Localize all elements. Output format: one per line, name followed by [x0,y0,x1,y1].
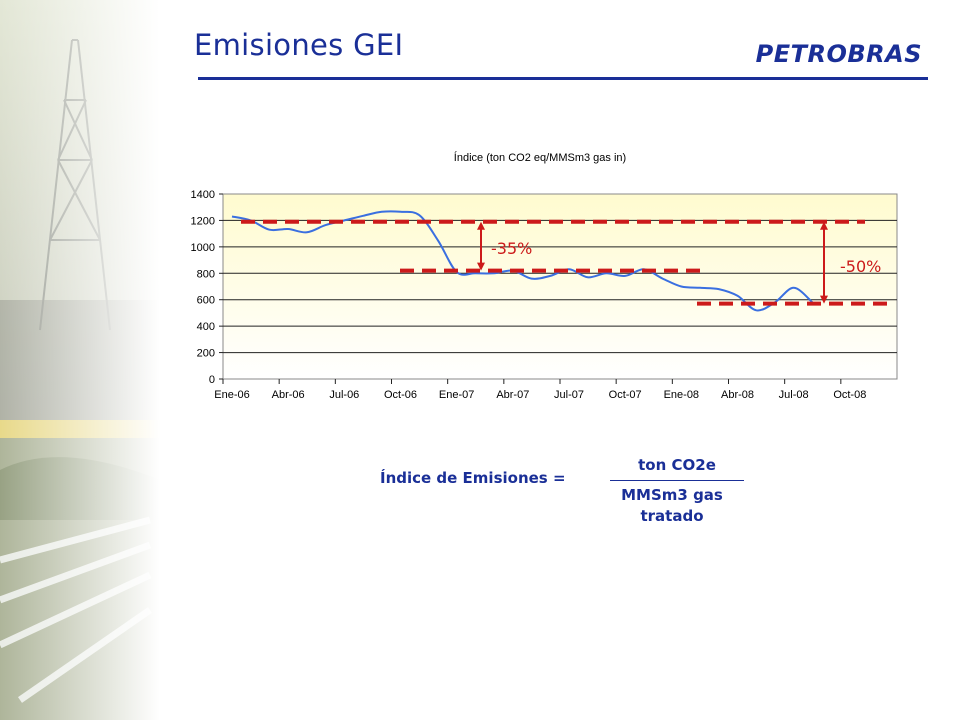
y-tick-label: 1400 [191,189,215,201]
petrobras-logo: PETROBRAS [755,40,922,68]
emissions-series-line [231,210,814,312]
title-underline [198,77,928,80]
fraction-bar [610,480,744,481]
oil-rig-photo [0,0,160,720]
y-axis: 0 200 400 600 800 1000 1200 1400 [191,189,223,386]
y-tick-label: 200 [197,348,215,360]
emissions-index-chart: Índice (ton CO2 eq/MMSm3 gas in) 0 200 400… [191,151,898,401]
x-tick-label: Ene-07 [439,389,474,401]
x-tick-label: Jul-06 [329,389,359,401]
emissions-formula: Índice de Emisiones = ton CO2e MMSm3 gas… [380,456,760,536]
x-tick-label: Ene-06 [214,389,249,401]
x-tick-label: Abr-06 [272,389,305,401]
x-tick-label: Ene-08 [664,389,699,401]
arrow-35-head-top [477,221,485,230]
y-tick-label: 1200 [191,215,215,227]
formula-denominator: MMSm3 gas tratado [602,485,742,527]
x-tick-label: Oct-07 [609,389,642,401]
arrow-50-head-bottom [820,295,828,304]
plot-area [222,193,898,380]
gridlines [223,219,897,354]
x-tick-label: Jul-08 [779,389,809,401]
x-tick-label: Abr-07 [496,389,529,401]
annotation-label-35: -35% [491,239,532,258]
y-tick-label: 400 [197,321,215,333]
annotations: -35% -50% [241,219,890,306]
formula-label: Índice de Emisiones = [380,469,566,487]
x-tick-label: Abr-08 [721,389,754,401]
x-axis: Ene-06 Abr-06 Jul-06 Oct-06 Ene-07 Abr-07 Jul-… [214,379,866,401]
y-tick-label: 0 [209,374,215,386]
formula-denominator-line1: MMSm3 gas [621,486,723,504]
slide-title: Emisiones GEI [194,28,404,62]
x-tick-label: Oct-08 [833,389,866,401]
arrow-35-head-bottom [477,262,485,271]
x-tick-label: Jul-07 [554,389,584,401]
chart-title: Índice (ton CO2 eq/MMSm3 gas in) [454,151,626,164]
y-tick-label: 1000 [191,242,215,254]
formula-denominator-line2: tratado [640,507,704,525]
annotation-label-50: -50% [840,257,881,276]
arrow-50-head-top [820,221,828,230]
y-tick-label: 600 [197,295,215,307]
formula-numerator: ton CO2e [638,456,716,474]
y-tick-label: 800 [197,268,215,280]
x-tick-label: Oct-06 [384,389,417,401]
